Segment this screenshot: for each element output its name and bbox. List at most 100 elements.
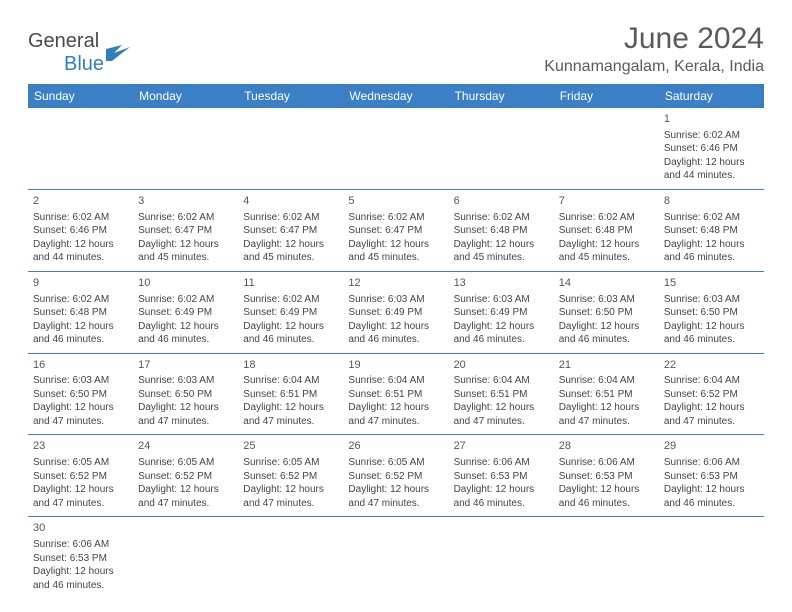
calendar-cell (238, 108, 343, 189)
day-number: 10 (138, 276, 233, 291)
calendar-cell: 27Sunrise: 6:06 AMSunset: 6:53 PMDayligh… (449, 435, 554, 517)
sunset-line: Sunset: 6:50 PM (138, 388, 233, 402)
calendar-row: 23Sunrise: 6:05 AMSunset: 6:52 PMDayligh… (28, 435, 764, 517)
daylight-line: Daylight: 12 hours and 46 minutes. (33, 565, 128, 592)
calendar-cell: 11Sunrise: 6:02 AMSunset: 6:49 PMDayligh… (238, 271, 343, 353)
month-title: June 2024 (544, 22, 764, 56)
weekday-header: Wednesday (343, 84, 448, 108)
sunrise-line: Sunrise: 6:03 AM (138, 374, 233, 388)
daylight-line: Daylight: 12 hours and 46 minutes. (348, 320, 443, 347)
daylight-line: Daylight: 12 hours and 47 minutes. (664, 401, 759, 428)
sunrise-line: Sunrise: 6:03 AM (559, 293, 654, 307)
sunset-line: Sunset: 6:52 PM (243, 470, 338, 484)
sunset-line: Sunset: 6:49 PM (348, 306, 443, 320)
sunrise-line: Sunrise: 6:02 AM (664, 211, 759, 225)
daylight-line: Daylight: 12 hours and 44 minutes. (33, 238, 128, 265)
weekday-header: Sunday (28, 84, 133, 108)
day-number: 7 (559, 194, 654, 209)
daylight-line: Daylight: 12 hours and 46 minutes. (664, 320, 759, 347)
calendar-row: 30Sunrise: 6:06 AMSunset: 6:53 PMDayligh… (28, 517, 764, 598)
day-number: 20 (454, 358, 549, 373)
day-number: 4 (243, 194, 338, 209)
daylight-line: Daylight: 12 hours and 46 minutes. (33, 320, 128, 347)
logo-text-general: General (28, 30, 99, 52)
sunset-line: Sunset: 6:49 PM (138, 306, 233, 320)
calendar-cell: 25Sunrise: 6:05 AMSunset: 6:52 PMDayligh… (238, 435, 343, 517)
daylight-line: Daylight: 12 hours and 46 minutes. (138, 320, 233, 347)
sunrise-line: Sunrise: 6:06 AM (559, 456, 654, 470)
calendar-cell: 1Sunrise: 6:02 AMSunset: 6:46 PMDaylight… (659, 108, 764, 189)
sunrise-line: Sunrise: 6:02 AM (243, 211, 338, 225)
daylight-line: Daylight: 12 hours and 46 minutes. (454, 320, 549, 347)
sunset-line: Sunset: 6:47 PM (138, 224, 233, 238)
sunrise-line: Sunrise: 6:02 AM (559, 211, 654, 225)
day-number: 11 (243, 276, 338, 291)
day-number: 8 (664, 194, 759, 209)
day-number: 15 (664, 276, 759, 291)
sunrise-line: Sunrise: 6:02 AM (348, 211, 443, 225)
daylight-line: Daylight: 12 hours and 45 minutes. (454, 238, 549, 265)
weekday-header: Thursday (449, 84, 554, 108)
day-number: 18 (243, 358, 338, 373)
sunset-line: Sunset: 6:48 PM (33, 306, 128, 320)
calendar-cell: 24Sunrise: 6:05 AMSunset: 6:52 PMDayligh… (133, 435, 238, 517)
sunset-line: Sunset: 6:50 PM (559, 306, 654, 320)
sunrise-line: Sunrise: 6:02 AM (454, 211, 549, 225)
sunset-line: Sunset: 6:50 PM (33, 388, 128, 402)
sunrise-line: Sunrise: 6:04 AM (454, 374, 549, 388)
day-number: 26 (348, 439, 443, 454)
calendar-cell: 19Sunrise: 6:04 AMSunset: 6:51 PMDayligh… (343, 353, 448, 435)
calendar-cell: 9Sunrise: 6:02 AMSunset: 6:48 PMDaylight… (28, 271, 133, 353)
day-number: 16 (33, 358, 128, 373)
daylight-line: Daylight: 12 hours and 47 minutes. (138, 483, 233, 510)
location-subtitle: Kunnamangalam, Kerala, India (544, 58, 764, 76)
day-number: 6 (454, 194, 549, 209)
calendar-row: 1Sunrise: 6:02 AMSunset: 6:46 PMDaylight… (28, 108, 764, 189)
sunrise-line: Sunrise: 6:03 AM (33, 374, 128, 388)
sunset-line: Sunset: 6:52 PM (664, 388, 759, 402)
day-number: 3 (138, 194, 233, 209)
day-number: 2 (33, 194, 128, 209)
day-number: 1 (664, 112, 759, 127)
day-number: 19 (348, 358, 443, 373)
title-block: June 2024 Kunnamangalam, Kerala, India (544, 22, 764, 76)
daylight-line: Daylight: 12 hours and 47 minutes. (559, 401, 654, 428)
calendar-row: 16Sunrise: 6:03 AMSunset: 6:50 PMDayligh… (28, 353, 764, 435)
day-number: 17 (138, 358, 233, 373)
sunset-line: Sunset: 6:48 PM (664, 224, 759, 238)
weekday-header: Tuesday (238, 84, 343, 108)
sunrise-line: Sunrise: 6:05 AM (348, 456, 443, 470)
day-number: 13 (454, 276, 549, 291)
sunset-line: Sunset: 6:48 PM (559, 224, 654, 238)
calendar-cell: 15Sunrise: 6:03 AMSunset: 6:50 PMDayligh… (659, 271, 764, 353)
calendar-cell: 22Sunrise: 6:04 AMSunset: 6:52 PMDayligh… (659, 353, 764, 435)
daylight-line: Daylight: 12 hours and 46 minutes. (559, 483, 654, 510)
day-number: 9 (33, 276, 128, 291)
daylight-line: Daylight: 12 hours and 47 minutes. (33, 483, 128, 510)
sunrise-line: Sunrise: 6:05 AM (138, 456, 233, 470)
calendar-cell (449, 517, 554, 598)
daylight-line: Daylight: 12 hours and 47 minutes. (454, 401, 549, 428)
calendar-cell: 14Sunrise: 6:03 AMSunset: 6:50 PMDayligh… (554, 271, 659, 353)
calendar-cell: 5Sunrise: 6:02 AMSunset: 6:47 PMDaylight… (343, 189, 448, 271)
daylight-line: Daylight: 12 hours and 46 minutes. (454, 483, 549, 510)
calendar-cell: 29Sunrise: 6:06 AMSunset: 6:53 PMDayligh… (659, 435, 764, 517)
daylight-line: Daylight: 12 hours and 46 minutes. (243, 320, 338, 347)
weekday-header-row: Sunday Monday Tuesday Wednesday Thursday… (28, 84, 764, 108)
calendar-cell: 30Sunrise: 6:06 AMSunset: 6:53 PMDayligh… (28, 517, 133, 598)
sunset-line: Sunset: 6:52 PM (33, 470, 128, 484)
sunrise-line: Sunrise: 6:04 AM (348, 374, 443, 388)
day-number: 23 (33, 439, 128, 454)
daylight-line: Daylight: 12 hours and 47 minutes. (348, 483, 443, 510)
calendar-cell: 13Sunrise: 6:03 AMSunset: 6:49 PMDayligh… (449, 271, 554, 353)
sunset-line: Sunset: 6:53 PM (559, 470, 654, 484)
daylight-line: Daylight: 12 hours and 46 minutes. (664, 238, 759, 265)
daylight-line: Daylight: 12 hours and 47 minutes. (243, 483, 338, 510)
calendar-cell (133, 108, 238, 189)
sunrise-line: Sunrise: 6:06 AM (454, 456, 549, 470)
weekday-header: Friday (554, 84, 659, 108)
calendar-row: 9Sunrise: 6:02 AMSunset: 6:48 PMDaylight… (28, 271, 764, 353)
sunset-line: Sunset: 6:51 PM (243, 388, 338, 402)
calendar-cell: 7Sunrise: 6:02 AMSunset: 6:48 PMDaylight… (554, 189, 659, 271)
day-number: 30 (33, 521, 128, 536)
